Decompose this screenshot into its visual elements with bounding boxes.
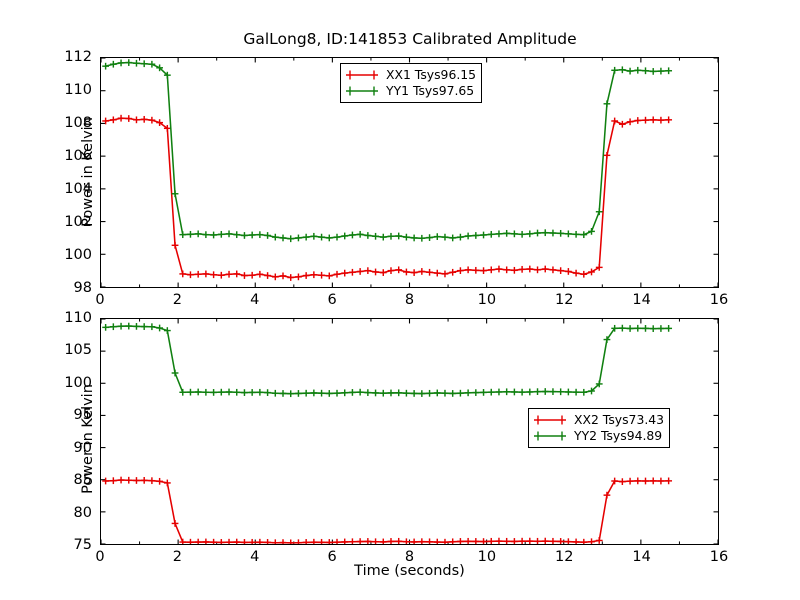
legend-label: XX1 Tsys96.15 xyxy=(386,67,477,82)
legend-item: XX1 Tsys96.15 xyxy=(345,67,476,83)
legend-label: YY2 Tsys94.89 xyxy=(574,428,663,443)
xtick-label: 16 xyxy=(709,549,729,565)
ytick-label: 80 xyxy=(73,504,92,521)
ytick-label: 110 xyxy=(64,82,92,98)
ytick-label: 105 xyxy=(64,342,92,359)
xtick-label: 14 xyxy=(632,292,651,308)
xtick-label: 14 xyxy=(632,549,651,565)
ytick-label: 104 xyxy=(64,181,92,197)
line-marker-icon xyxy=(345,68,379,82)
ytick-label: 90 xyxy=(73,439,92,456)
ytick-label: 112 xyxy=(64,49,92,65)
xtick-label: 2 xyxy=(172,292,182,308)
ytick-label: 100 xyxy=(64,247,92,263)
series-markers xyxy=(102,114,673,281)
line-marker-icon xyxy=(533,413,567,427)
top-panel-plot-area xyxy=(101,58,718,287)
xtick-label: 8 xyxy=(404,292,415,308)
xaxis-label: Time (seconds) xyxy=(354,563,465,579)
ytick-label: 100 xyxy=(64,374,92,391)
legend-item: YY2 Tsys94.89 xyxy=(533,428,664,444)
legend-item: XX2 Tsys73.43 xyxy=(533,412,664,428)
xtick-label: 6 xyxy=(327,549,337,565)
xtick-label: 16 xyxy=(709,292,729,308)
xtick-label: 12 xyxy=(555,292,574,308)
line-marker-icon xyxy=(345,84,379,98)
xtick-label: 4 xyxy=(250,549,260,565)
series-markers xyxy=(102,59,673,243)
ytick-label: 95 xyxy=(73,407,92,424)
line-marker-icon xyxy=(533,429,567,443)
ytick-label: 108 xyxy=(64,115,92,131)
xtick-label: 8 xyxy=(404,549,415,565)
bottom-panel-ylabel: Power in Kelvin xyxy=(80,384,96,494)
ytick-label: 98 xyxy=(73,280,92,296)
ytick-label: 102 xyxy=(64,214,92,230)
xtick-label: 2 xyxy=(172,549,182,565)
legend-item: YY1 Tsys97.65 xyxy=(345,83,476,99)
legend-label: XX2 Tsys73.43 xyxy=(574,412,665,427)
xtick-label: 4 xyxy=(250,292,260,308)
ytick-label: 110 xyxy=(64,310,92,326)
ytick-label: 85 xyxy=(73,472,92,489)
series-markers xyxy=(102,476,673,544)
ytick-label: 106 xyxy=(64,148,92,164)
xtick-label: 10 xyxy=(477,549,497,565)
legend-label: YY1 Tsys97.65 xyxy=(386,83,475,98)
xtick-label: 6 xyxy=(327,292,337,308)
xtick-label: 0 xyxy=(95,292,105,308)
series-markers xyxy=(102,322,673,398)
page-title: GalLong8, ID:141853 Calibrated Amplitude xyxy=(243,30,577,48)
series-line xyxy=(105,325,669,395)
top-panel-legend: XX1 Tsys96.15 YY1 Tsys97.65 xyxy=(340,63,483,103)
bottom-panel-legend: XX2 Tsys73.43 YY2 Tsys94.89 xyxy=(528,408,671,448)
top-panel-ylabel: Power in Kelvin xyxy=(80,117,96,227)
xtick-label: 10 xyxy=(477,292,497,308)
bottom-panel-plot-area xyxy=(101,319,718,544)
ytick-label: 75 xyxy=(73,537,92,553)
xtick-label: 0 xyxy=(95,549,105,565)
series-line xyxy=(105,479,669,544)
xtick-label: 12 xyxy=(555,549,574,565)
series-line xyxy=(105,117,669,279)
